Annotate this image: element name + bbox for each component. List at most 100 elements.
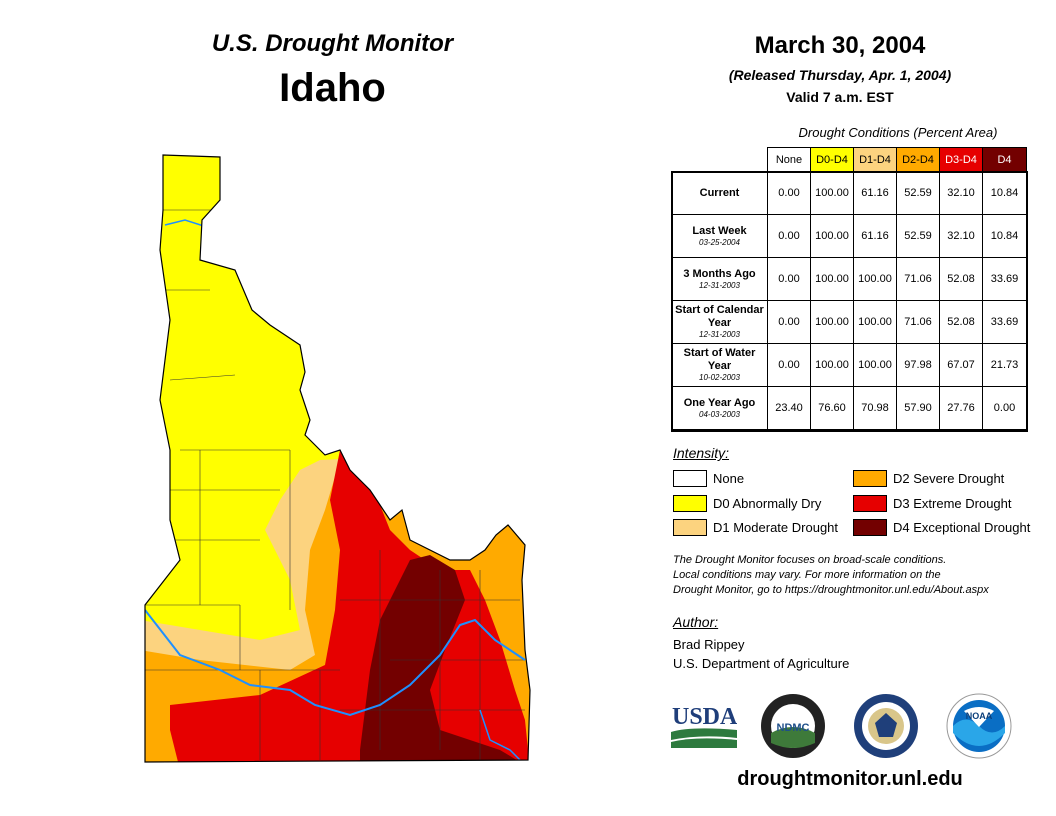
table-row: Start of Calendar Year 12-31-2003 0.00 10…	[671, 300, 1027, 344]
col-d1-d4: D1-D4	[853, 147, 897, 172]
cell: 100.00	[810, 171, 854, 215]
cell: 67.07	[939, 343, 983, 387]
legend-swatch	[673, 470, 707, 487]
col-d2-d4: D2-D4	[896, 147, 940, 172]
cell: 71.06	[896, 257, 940, 301]
state-outline	[144, 154, 531, 763]
cell: 52.08	[939, 300, 983, 344]
cell: 100.00	[810, 257, 854, 301]
note-line: Local conditions may vary. For more info…	[673, 569, 941, 581]
legend-item-none: None	[673, 470, 744, 487]
row-date: 12-31-2003	[699, 330, 740, 339]
doc-seal	[854, 694, 918, 758]
row-date: 10-02-2003	[699, 373, 740, 382]
legend-swatch	[853, 470, 887, 487]
row-label: Start of Calendar Year 12-31-2003	[671, 300, 768, 344]
legend-title: Intensity:	[673, 445, 730, 461]
cell: 10.84	[982, 214, 1027, 258]
row-label: One Year Ago 04-03-2003	[671, 386, 768, 430]
cell: 52.08	[939, 257, 983, 301]
legend-label: D0 Abnormally Dry	[713, 496, 822, 511]
cell: 61.16	[853, 214, 897, 258]
legend-swatch	[673, 519, 707, 536]
valid-time: Valid 7 a.m. EST	[786, 89, 894, 105]
legend-swatch	[853, 495, 887, 512]
bear-river	[479, 709, 526, 762]
d4-region	[360, 555, 525, 762]
row-label: Current	[671, 171, 768, 215]
legend-label: D2 Severe Drought	[893, 471, 1005, 486]
row-label: 3 Months Ago 12-31-2003	[671, 257, 768, 301]
noaa-logo: NOAA	[946, 693, 1012, 759]
cell: 97.98	[896, 343, 940, 387]
cell: 23.40	[767, 386, 811, 430]
corner-cell	[672, 148, 768, 172]
legend-label: None	[713, 471, 745, 486]
col-d4: D4	[982, 147, 1027, 172]
cell: 100.00	[853, 343, 897, 387]
ndmc-logo: NDMC	[761, 694, 825, 758]
cell: 21.73	[982, 343, 1027, 387]
col-none: None	[767, 147, 811, 172]
cell: 0.00	[767, 300, 811, 344]
cell: 0.00	[982, 386, 1027, 430]
legend-item-d4: D4 Exceptional Drought	[853, 519, 1030, 536]
row-label: Start of Water Year 10-02-2003	[671, 343, 768, 387]
table-row: Start of Water Year 10-02-2003 0.00 100.0…	[671, 343, 1027, 387]
row-date: 04-03-2003	[699, 409, 740, 419]
cell: 0.00	[767, 214, 811, 258]
drought-stats-table: None D0-D4 D1-D4 D2-D4 D3-D4 D4 Current …	[671, 147, 1027, 430]
row-title: 3 Months Ago	[683, 267, 756, 280]
snake-river	[145, 609, 526, 717]
cell: 0.00	[767, 257, 811, 301]
note-line: The Drought Monitor focuses on broad-sca…	[673, 554, 947, 566]
cell: 100.00	[810, 214, 854, 258]
row-title: Current	[699, 186, 740, 199]
legend-label: D1 Moderate Drought	[713, 520, 839, 535]
legend-item-d1: D1 Moderate Drought	[673, 519, 838, 536]
cell: 32.10	[939, 214, 983, 258]
table-row: One Year Ago 04-03-2003 23.40 76.60 70.98…	[671, 386, 1027, 430]
cell: 100.00	[853, 300, 897, 344]
cell: 57.90	[896, 386, 940, 430]
map-date: March 30, 2004	[754, 32, 926, 59]
cell: 27.76	[939, 386, 983, 430]
table-caption: Drought Conditions (Percent Area)	[798, 125, 998, 140]
cell: 100.00	[853, 257, 897, 301]
idaho-drought-map	[144, 154, 531, 763]
release-date: (Released Thursday, Apr. 1, 2004)	[728, 67, 952, 83]
row-date: 03-25-2004	[699, 237, 740, 247]
disclaimer-note: The Drought Monitor focuses on broad-sca…	[673, 553, 1043, 598]
cell: 76.60	[810, 386, 854, 430]
state-name: Idaho	[279, 66, 386, 110]
row-title: One Year Ago	[683, 396, 756, 409]
row-date: 12-31-2003	[699, 280, 740, 290]
cell: 61.16	[853, 171, 897, 215]
table-header-row: None D0-D4 D1-D4 D2-D4 D3-D4 D4	[672, 147, 1027, 172]
row-title: Start of Water Year	[683, 347, 756, 372]
table-row: Current 0.00 100.00 61.16 52.59 32.10 10…	[671, 171, 1027, 215]
legend-swatch	[853, 519, 887, 536]
noaa-logo-text: NOAA	[966, 711, 993, 721]
table-row: 3 Months Ago 12-31-2003 0.00 100.00 100.0…	[671, 257, 1027, 301]
col-d0-d4: D0-D4	[810, 147, 854, 172]
cell: 0.00	[767, 171, 811, 215]
usda-logo: USDA	[671, 704, 737, 748]
map-title: U.S. Drought Monitor	[211, 30, 454, 57]
legend-label: D4 Exceptional Drought	[893, 520, 1031, 535]
cell: 52.59	[896, 171, 940, 215]
website-url[interactable]: droughtmonitor.unl.edu	[737, 768, 963, 790]
author-heading: Author:	[673, 614, 719, 630]
ndmc-logo-text: NDMC	[777, 722, 810, 734]
county-lines	[145, 209, 525, 760]
usda-logo-text: USDA	[672, 704, 737, 730]
cell: 32.10	[939, 171, 983, 215]
cell: 52.59	[896, 214, 940, 258]
legend-swatch	[673, 495, 707, 512]
cell: 100.00	[810, 300, 854, 344]
cell: 70.98	[853, 386, 897, 430]
legend-item-d2: D2 Severe Drought	[853, 470, 1004, 487]
legend-label: D3 Extreme Drought	[893, 496, 1012, 511]
cell: 33.69	[982, 257, 1027, 301]
legend-item-d3: D3 Extreme Drought	[853, 495, 1012, 512]
